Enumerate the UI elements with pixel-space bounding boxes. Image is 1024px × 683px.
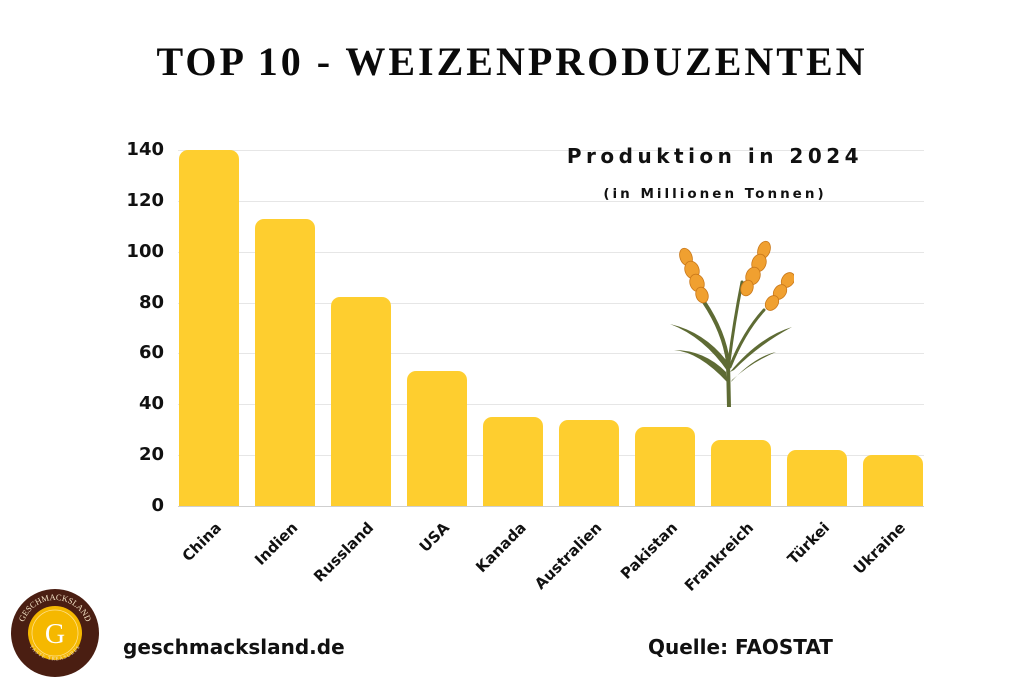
x-axis-baseline — [178, 506, 924, 507]
x-tick-label: Frankreich — [681, 518, 758, 595]
gridline — [178, 404, 924, 406]
bar-pakistan — [635, 427, 695, 506]
bar-russland — [331, 297, 391, 506]
y-tick-label: 60 — [138, 342, 164, 364]
bar-türkei — [787, 450, 847, 506]
bar-china — [179, 150, 239, 506]
x-tick-label: Pakistan — [617, 518, 682, 583]
bar-kanada — [483, 417, 543, 506]
x-tick-label: Türkei — [784, 518, 834, 568]
page-title: TOP 10 - WEIZENPRODUZENTEN — [156, 39, 868, 84]
x-tick-label: USA — [416, 518, 454, 556]
gridline — [178, 251, 924, 253]
x-tick-label: Russland — [310, 518, 378, 586]
chart-subtitle: Produktion in 2024 — [566, 144, 864, 168]
x-tick-label: Kanada — [471, 518, 530, 577]
bar-indien — [255, 218, 315, 506]
y-tick-label: 20 — [138, 444, 164, 466]
x-tick-label: Ukraine — [850, 518, 910, 578]
chart-unit-label: (in Millionen Tonnen) — [603, 186, 827, 202]
y-tick-label: 120 — [126, 189, 164, 211]
y-tick-label: 40 — [138, 393, 164, 415]
wheat-icon — [670, 240, 794, 407]
gridline — [178, 200, 924, 202]
gridline — [178, 353, 924, 355]
x-tick-label: China — [178, 518, 226, 566]
bar-frankreich — [711, 439, 771, 506]
logo-letter: G — [45, 619, 65, 650]
y-tick-label: 100 — [126, 240, 164, 262]
y-tick-label: 80 — [138, 291, 164, 313]
website-link[interactable]: geschmacksland.de — [123, 635, 345, 659]
gridline — [178, 455, 924, 457]
x-tick-label: Indien — [251, 518, 302, 569]
gridline — [178, 150, 924, 151]
gridline — [178, 302, 924, 304]
bar-australien — [559, 419, 619, 506]
brand-logo: G GESCHMACKSLAND TASTE TREASURES — [11, 589, 99, 677]
source-label: Quelle: FAOSTAT — [648, 635, 833, 659]
x-tick-label: Australien — [531, 518, 606, 593]
y-tick-label: 140 — [126, 139, 164, 160]
bar-ukraine — [863, 455, 923, 506]
y-tick-label: 0 — [151, 495, 164, 516]
bar-usa — [407, 371, 467, 506]
